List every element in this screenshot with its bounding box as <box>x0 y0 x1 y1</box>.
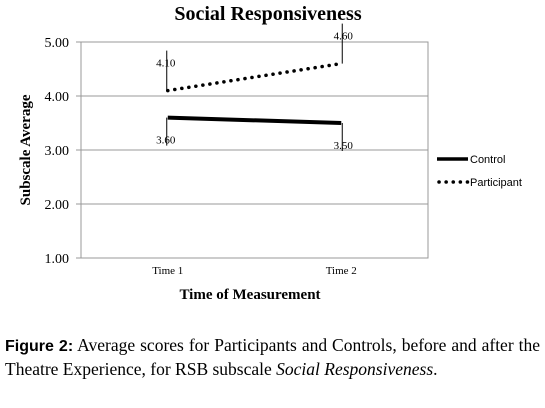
plot-area <box>80 41 429 259</box>
data-label: 3.60 <box>156 135 176 147</box>
caption-text: Average scores for Participants and Cont… <box>5 335 541 379</box>
legend-label-control: Control <box>470 154 505 166</box>
caption-italic: Social Responsiveness <box>276 359 434 379</box>
y-tick-label: 1.00 <box>45 252 70 267</box>
y-tick-labels: 1.00 2.00 3.00 4.00 5.00 <box>45 36 70 267</box>
y-tick-label: 3.00 <box>45 144 70 159</box>
y-axis-title: Subscale Average <box>18 94 34 205</box>
legend: Control Participant <box>437 154 522 189</box>
series-line-participant <box>166 61 343 93</box>
data-label: 4.60 <box>334 31 354 43</box>
figure-caption: Figure 2: Average scores for Participant… <box>5 334 540 380</box>
y-tick-label: 4.00 <box>45 90 70 105</box>
y-tick-label: 2.00 <box>45 198 70 213</box>
series-line-control <box>167 115 342 125</box>
y-tick-label: 5.00 <box>45 36 70 51</box>
x-tick-labels: Time 1 Time 2 <box>152 265 357 277</box>
caption-label: Figure 2: <box>5 338 74 355</box>
line-chart: Social Responsiveness 1.00 2.00 3.00 4.00 5.… <box>18 3 522 303</box>
chart-title: Social Responsiveness <box>174 3 361 25</box>
legend-label-participant: Participant <box>470 177 522 189</box>
x-tick-label: Time 1 <box>152 265 183 277</box>
x-tick-label: Time 2 <box>326 265 357 277</box>
data-label: 3.50 <box>334 140 354 152</box>
series-lines: 3.60 3.50 4.10 4.60 <box>156 23 354 152</box>
x-axis-title: Time of Measurement <box>179 287 320 303</box>
caption-end: . <box>433 359 438 379</box>
gridlines <box>76 41 428 259</box>
data-label: 4.10 <box>156 58 176 70</box>
